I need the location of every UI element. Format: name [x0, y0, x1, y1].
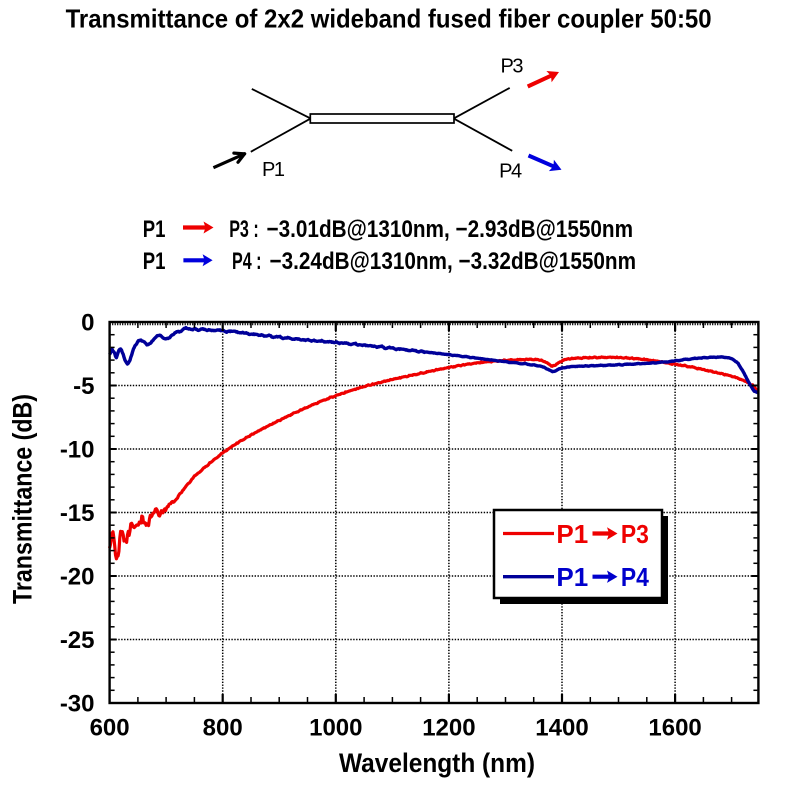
svg-text:Transmittance of 2x2 wideband: Transmittance of 2x2 wideband fused fibe… — [66, 4, 712, 34]
svg-text:−3.24dB@1310nm, −3.32dB@1550nm: −3.24dB@1310nm, −3.32dB@1550nm — [270, 248, 637, 275]
svg-text:-30: -30 — [60, 691, 95, 718]
svg-text:Wavelength (nm): Wavelength (nm) — [339, 748, 535, 778]
svg-text:P1: P1 — [262, 159, 285, 181]
svg-text:P1: P1 — [556, 562, 588, 592]
svg-text:1600: 1600 — [648, 715, 701, 742]
svg-text:P4: P4 — [621, 562, 649, 592]
svg-text:P1: P1 — [143, 216, 166, 243]
svg-text:P1: P1 — [556, 519, 588, 549]
svg-text:600: 600 — [90, 715, 130, 742]
svg-text:-10: -10 — [60, 437, 95, 464]
svg-text:−3.01dB@1310nm, −2.93dB@1550nm: −3.01dB@1310nm, −2.93dB@1550nm — [267, 216, 634, 243]
svg-text:-20: -20 — [60, 564, 95, 591]
svg-text:P1: P1 — [143, 248, 166, 275]
svg-text:P3: P3 — [501, 55, 524, 77]
svg-text:P4 :: P4 : — [232, 248, 262, 275]
svg-text:P3: P3 — [621, 519, 649, 549]
svg-text:1200: 1200 — [422, 715, 475, 742]
svg-text:P4: P4 — [499, 160, 522, 182]
svg-text:P3 :: P3 : — [229, 216, 259, 243]
svg-text:-5: -5 — [73, 373, 94, 400]
svg-text:Transmittance (dB): Transmittance (dB) — [8, 394, 38, 604]
svg-text:-15: -15 — [60, 500, 95, 527]
svg-text:800: 800 — [203, 715, 243, 742]
svg-text:1000: 1000 — [309, 715, 362, 742]
svg-text:0: 0 — [81, 310, 94, 337]
svg-text:-25: -25 — [60, 627, 95, 654]
svg-text:1400: 1400 — [535, 715, 588, 742]
